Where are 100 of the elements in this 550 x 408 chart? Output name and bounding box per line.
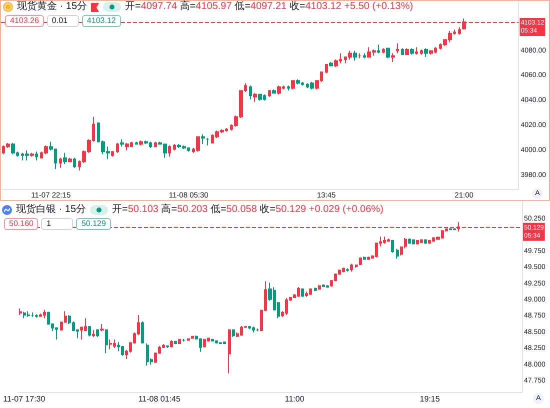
candlestick	[113, 339, 116, 348]
chart-title: 现货黄金 · 15分	[17, 1, 88, 13]
candlestick	[326, 284, 329, 288]
candlestick	[277, 85, 281, 95]
candlestick	[348, 50, 352, 60]
candlestick	[201, 134, 205, 145]
candlestick	[252, 326, 255, 333]
candlestick	[305, 291, 308, 298]
candlestick	[248, 325, 251, 330]
candlestick	[322, 284, 325, 288]
candlestick	[223, 341, 226, 345]
candlestick	[68, 157, 72, 162]
candlestick	[249, 85, 252, 100]
candlestick	[144, 140, 148, 145]
text: 开=4097.74 高=4105.97 低=4097.21 收=4103.12 +5.50 (+0.13%)	[125, 1, 414, 12]
candlestick	[228, 328, 231, 374]
candlestick	[111, 151, 114, 158]
candlestick	[135, 141, 138, 145]
candlestick	[116, 142, 119, 154]
candlestick	[146, 342, 149, 366]
candlestick	[211, 338, 214, 342]
candlestick	[174, 340, 177, 345]
candlestick	[310, 81, 314, 90]
candlestick	[408, 238, 411, 244]
candlestick	[353, 50, 357, 62]
candlestick	[139, 140, 143, 146]
candlestick	[350, 263, 353, 272]
candlestick	[291, 80, 295, 90]
candlestick	[44, 144, 48, 155]
x-tick-label: 11:00	[284, 394, 305, 404]
candlestick	[170, 340, 173, 348]
candlestick	[117, 342, 120, 352]
candlestick	[363, 52, 366, 59]
candlestick	[219, 342, 222, 345]
candlestick	[240, 325, 243, 336]
candlestick	[109, 339, 112, 350]
price-button: 4103.12	[82, 15, 121, 27]
candlestick	[412, 238, 415, 245]
candlestick	[100, 324, 104, 332]
candlestick	[386, 48, 390, 59]
input-field: 1	[41, 218, 74, 230]
candlestick	[401, 48, 404, 56]
candlestick	[73, 157, 76, 168]
candlestick	[121, 346, 124, 356]
candlestick	[346, 268, 349, 272]
candlestick	[166, 344, 169, 348]
candlestick	[187, 338, 190, 342]
candlestick	[19, 308, 22, 316]
candlestick	[253, 92, 257, 102]
candlestick	[168, 144, 171, 158]
candlestick	[410, 48, 414, 56]
candlestick	[329, 62, 333, 66]
candlestick	[35, 314, 38, 318]
candlestick	[25, 150, 29, 161]
candlestick	[318, 284, 321, 290]
candlestick	[416, 239, 419, 245]
candlestick	[309, 288, 312, 296]
candlestick	[125, 142, 129, 151]
candlestick	[120, 138, 124, 148]
price-button: 4103.26	[5, 15, 44, 27]
candlestick	[382, 48, 385, 54]
candlestick	[215, 340, 218, 344]
candlestick	[405, 48, 409, 56]
candlestick	[420, 49, 423, 56]
price-button: 50.129	[76, 218, 111, 230]
candlestick	[258, 94, 262, 102]
candlestick	[359, 257, 362, 266]
candlestick	[23, 311, 26, 319]
candlestick	[96, 328, 99, 338]
candlestick	[206, 137, 209, 146]
candlestick	[92, 329, 95, 338]
candlestick	[11, 142, 15, 155]
candlestick	[63, 152, 67, 165]
candlestick	[285, 298, 288, 316]
candlestick	[287, 85, 290, 92]
candlestick	[396, 248, 399, 260]
candlestick	[272, 88, 276, 94]
candlestick	[420, 238, 423, 244]
candlestick	[458, 26, 461, 36]
candlestick	[178, 339, 181, 345]
candlestick	[391, 239, 394, 254]
candlestick	[43, 309, 46, 319]
candlestick	[429, 50, 433, 56]
candlestick	[88, 325, 91, 337]
candlestick	[268, 90, 271, 98]
candlestick	[314, 287, 317, 292]
candlestick	[59, 157, 62, 168]
candlestick	[141, 320, 144, 344]
candlestick	[173, 144, 176, 151]
candlestick	[424, 48, 428, 58]
candlestick	[191, 336, 194, 340]
candlestick	[383, 236, 386, 244]
chart-title: 现货白银 · 15分	[16, 204, 86, 216]
candlestick	[377, 44, 380, 54]
candlestick	[415, 46, 418, 56]
candlestick	[39, 313, 42, 318]
input-field: 0.01	[46, 15, 79, 27]
candlestick	[396, 42, 399, 54]
candlestick	[325, 64, 328, 74]
price-button: 50.160	[4, 218, 38, 230]
